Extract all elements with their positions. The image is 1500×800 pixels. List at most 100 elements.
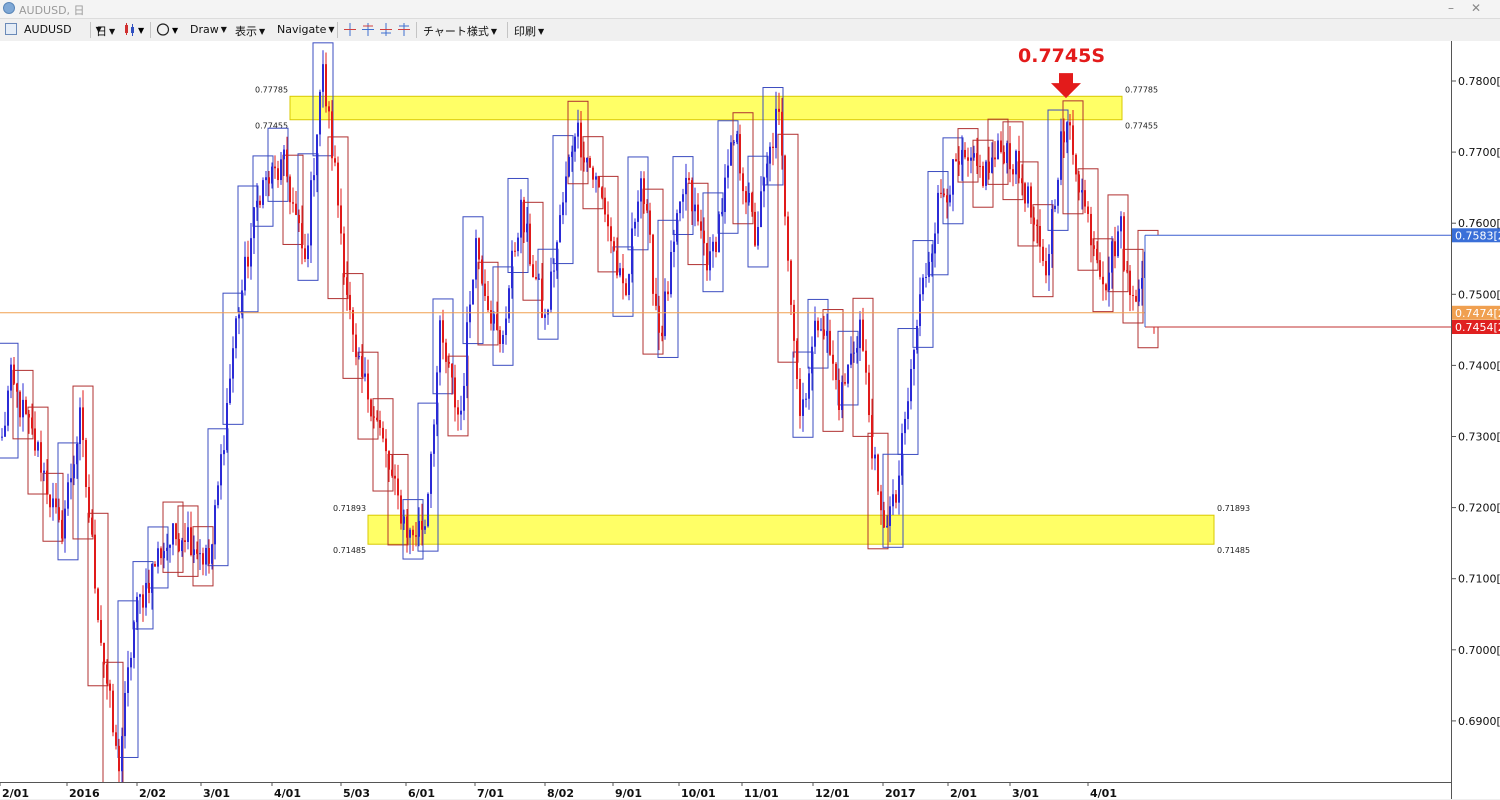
- candle-body: [640, 178, 642, 202]
- candle-body: [334, 158, 336, 163]
- candle-body: [82, 407, 84, 441]
- minimize-button[interactable]: –: [1448, 1, 1454, 15]
- candle-body: [400, 495, 402, 524]
- candle-body: [1015, 150, 1017, 175]
- chart-canvas[interactable]: 0.77785 0.77455 0.77785 0.77455 0.71893 0.714…: [0, 41, 1451, 782]
- candle-body: [199, 553, 201, 555]
- candle-body: [178, 539, 180, 552]
- time-tick-label: 4/01: [274, 787, 301, 800]
- candle-body: [166, 547, 168, 552]
- candle-body: [478, 238, 480, 260]
- candle-body: [415, 535, 417, 537]
- weekly-range-box: [852, 297, 874, 437]
- candle-body: [694, 204, 696, 212]
- candle-body: [721, 211, 723, 215]
- time-tick-label: 3/01: [203, 787, 230, 800]
- candle-body: [139, 594, 141, 597]
- candle-body: [781, 111, 783, 156]
- draw-menu[interactable]: Draw ▼: [190, 23, 227, 36]
- candle-body: [673, 241, 675, 252]
- candle-body: [451, 363, 453, 378]
- candle-body: [796, 340, 798, 379]
- candle-body: [1117, 231, 1119, 257]
- candle-body: [283, 149, 285, 160]
- timeframe-selector[interactable]: 日 ▼: [96, 25, 116, 38]
- title-bar: AUDUSD, 日 – ✕: [0, 0, 1500, 19]
- weekly-range-box: [27, 406, 49, 495]
- crosshair-arrows-icon[interactable]: [379, 22, 393, 37]
- weekly-range-box: [42, 472, 64, 542]
- symbol-selector[interactable]: AUDUSD ▼: [24, 23, 102, 36]
- crosshair-icon[interactable]: [343, 22, 357, 37]
- weekly-range-box: [417, 402, 439, 552]
- candle-body: [196, 549, 198, 554]
- candle-body: [661, 332, 663, 337]
- candle-body: [157, 548, 159, 567]
- zone-top-label-left: 0.77785: [255, 85, 288, 94]
- candle-body: [880, 491, 882, 511]
- candle-body: [757, 227, 759, 246]
- candle-body: [439, 320, 441, 373]
- circle-tool-icon[interactable]: ▼: [156, 22, 180, 37]
- candle-body: [826, 330, 828, 336]
- candle-body: [724, 177, 726, 212]
- candle-body: [67, 482, 69, 509]
- candle-body: [1012, 169, 1014, 175]
- candle-body: [379, 420, 381, 428]
- weekly-range-box: [312, 42, 334, 157]
- candle-body: [763, 177, 765, 192]
- price-axis[interactable]: 0.7800[0 0.7700[0 0.7600[0 0.7500[0 0.7400[0…: [1451, 41, 1500, 799]
- candle-body: [835, 363, 837, 380]
- candle-body: [940, 192, 942, 194]
- candle-body: [535, 277, 537, 279]
- candle-body: [916, 326, 918, 350]
- candle-body: [184, 540, 186, 542]
- candle-body: [853, 352, 855, 354]
- candle-body: [745, 191, 747, 203]
- weekly-range-box: [822, 309, 844, 432]
- navigate-menu[interactable]: Navigate ▼: [277, 23, 335, 36]
- candle-body: [208, 548, 210, 564]
- weekly-range-box: [867, 432, 889, 550]
- price-chart[interactable]: 0.77785 0.77455 0.77785 0.77455 0.71893 0.714…: [0, 41, 1451, 782]
- weekly-range-box: [1092, 238, 1114, 313]
- candlestick-icon[interactable]: ▼: [123, 22, 147, 37]
- zone-top-label-left: 0.71893: [333, 504, 366, 513]
- candle-body: [667, 291, 669, 295]
- candle-body: [385, 438, 387, 452]
- crosshair-minus-icon[interactable]: [397, 22, 411, 37]
- candle-body: [889, 506, 891, 526]
- candle-body: [700, 221, 702, 231]
- candle-body: [649, 210, 651, 235]
- weekly-range-box: [642, 188, 664, 355]
- candle-body: [1030, 186, 1032, 218]
- candle-body: [427, 493, 429, 527]
- chart-window-icon[interactable]: [5, 23, 17, 35]
- candle-body: [223, 450, 225, 455]
- candle-body: [64, 508, 66, 539]
- weekly-range-box: [1077, 168, 1099, 271]
- zone-bottom-label-right: 0.71485: [1217, 546, 1250, 555]
- candle-body: [901, 433, 903, 476]
- display-menu[interactable]: 表示 ▼: [235, 25, 266, 38]
- candle-body: [163, 551, 165, 559]
- print-menu[interactable]: 印刷 ▼: [514, 25, 545, 38]
- candle-body: [100, 619, 102, 643]
- close-window-button[interactable]: ✕: [1470, 1, 1482, 15]
- candle-body: [310, 180, 312, 246]
- candle-body: [859, 319, 861, 349]
- candle-body: [130, 657, 132, 668]
- candle-body: [1063, 131, 1065, 143]
- svg-text:▼: ▼: [172, 26, 179, 35]
- price-tick-label: 0.7200[0: [1458, 502, 1500, 515]
- candle-body: [76, 444, 78, 465]
- candle-body: [850, 353, 852, 365]
- candle-body: [898, 475, 900, 503]
- chart-style-menu[interactable]: チャート様式 ▼: [423, 25, 498, 38]
- crosshair-plus-icon[interactable]: [361, 22, 375, 37]
- time-axis[interactable]: 2/01 2016 2/02 3/01 4/01 5/03 6/01 7/01 8/02 9/01…: [0, 782, 1451, 800]
- weekly-range-box: [627, 156, 649, 251]
- candle-body: [1000, 140, 1002, 152]
- candle-body: [601, 187, 603, 198]
- candle-body: [928, 261, 930, 277]
